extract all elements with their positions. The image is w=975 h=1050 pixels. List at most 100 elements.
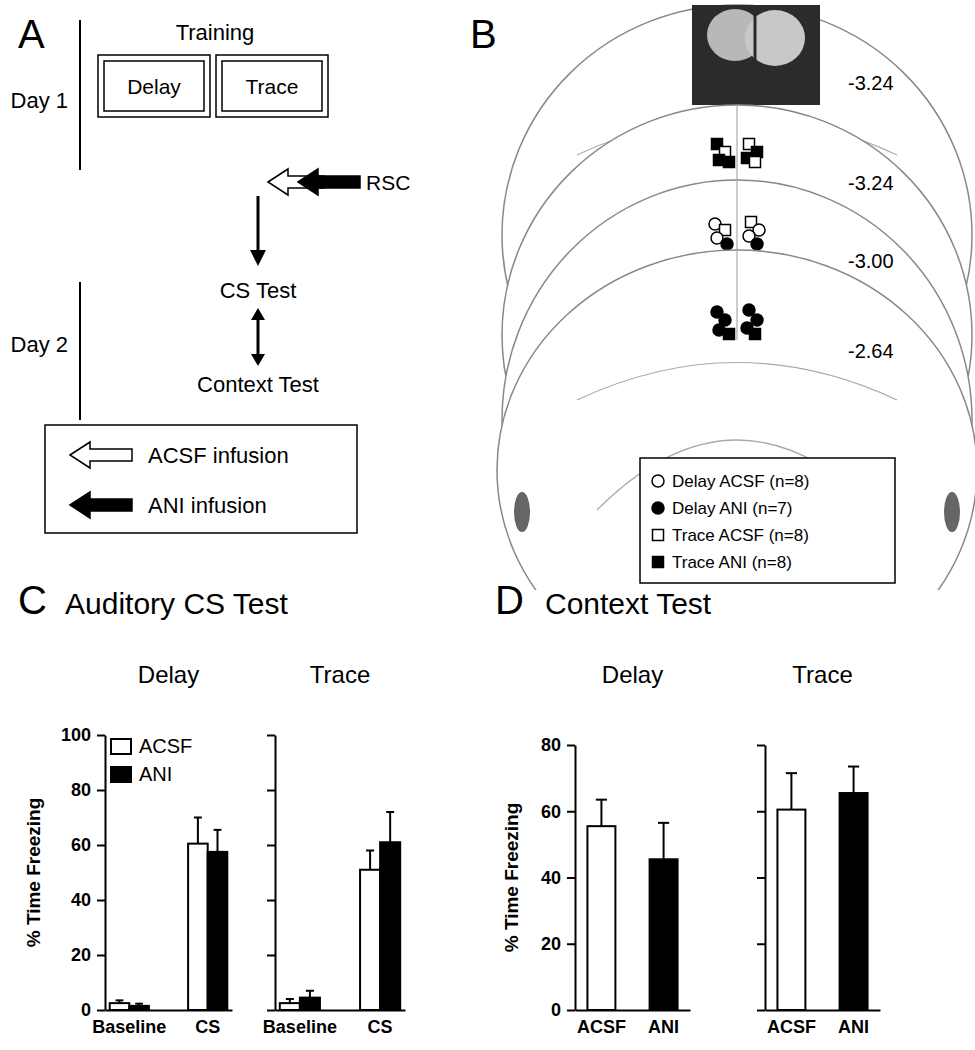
section-outline [497,250,975,590]
bar [587,826,615,1010]
swap-arrow-head [251,354,265,366]
y-tick [757,745,765,746]
chart-title: Trace [310,661,370,688]
box-label: Delay [127,75,181,98]
placement-marker [652,475,664,487]
x-axis-line [106,1010,233,1012]
placement-marker [750,329,761,340]
error-bar-line [309,991,311,998]
bar [188,844,208,1010]
legend-arrow [70,442,132,468]
x-axis-line [766,1010,881,1012]
chart: ACSFANITrace [757,661,881,1037]
x-tick: Baseline [263,1017,337,1037]
ventricle [944,492,960,532]
error-bar [135,1004,143,1006]
bar [650,859,678,1010]
error-bar-cap [786,772,797,774]
x-tick-label: CS [195,1017,220,1037]
x-tick: CS [368,1017,393,1037]
panel-letter: C [18,578,47,622]
swap-arrow [257,318,260,356]
bar [300,998,320,1010]
y-tick [267,790,275,791]
label: Day 2 [11,332,68,357]
section-midline [736,250,737,340]
y-axis-line [105,736,107,1011]
y-tick-mark [567,1010,575,1012]
bar [208,852,228,1010]
histology-photo [692,5,820,105]
y-tick-label: 0 [551,1000,561,1020]
histology-photo [754,5,757,80]
y-tick-label: 60 [541,802,561,822]
y-tick-mark [567,745,575,747]
error-bar-line [853,767,855,794]
legend-box [45,425,357,533]
legend-label: Delay ANI (n=7) [672,499,792,518]
y-tick [757,878,765,879]
box-outer [98,55,210,117]
error-bar [214,830,222,852]
y-axis [757,746,766,1011]
bar [129,1006,149,1010]
chart-title: Trace [792,661,852,688]
y-tick: 20 [541,934,575,954]
section-label: -3.24 [848,172,894,194]
y-tick-mark [567,877,575,879]
y-tick-mark [757,745,765,747]
y-tick: 20 [71,945,105,965]
y-tick-mark [267,735,275,737]
y-tick-label: 0 [81,1000,91,1020]
plot-area [587,800,677,1010]
y-tick-mark [757,877,765,879]
legend-swatch [111,739,131,754]
error-bar-cap [386,811,394,813]
x-axis-line [576,1010,691,1012]
plot-area [777,767,867,1010]
y-axis: 020406080 [541,735,576,1020]
panel-title: Context Test [545,587,712,620]
error-bar-cap [286,998,294,1000]
legend-label: Trace ANI (n=8) [672,553,792,572]
error-bar-line [389,812,391,842]
chart-title: Delay [602,661,663,688]
y-tick-mark [97,955,105,957]
diagram: TrainingDay 1DelayTraceRSCCS TestContext… [11,20,411,533]
error-bar-cap [848,766,859,768]
y-tick: 100 [61,725,105,745]
y-tick-mark [267,1010,275,1012]
y-tick [267,955,275,956]
error-bar-line [216,830,218,852]
y-tick [757,811,765,812]
error-bar-cap [116,999,124,1001]
bar [840,793,868,1010]
box-outer [216,55,328,117]
swap-arrow-head [251,308,265,320]
x-tick: ANI [838,1017,869,1037]
y-tick-label: 20 [71,945,91,965]
infusion-arrow [298,169,360,195]
bar [380,842,400,1010]
bar [360,870,380,1010]
x-tick: ANI [648,1017,679,1037]
y-tick: 60 [71,835,105,855]
y-tick-mark [267,900,275,902]
chart-title: Delay [138,661,199,688]
x-tick: CS [195,1017,220,1037]
y-tick-mark [97,845,105,847]
label: Context Test [197,372,319,397]
y-tick-mark [97,1010,105,1012]
x-axis-line [276,1010,406,1012]
x-tick-label: ANI [838,1017,869,1037]
error-bar-line [790,773,792,809]
box-inner [104,61,204,111]
y-axis-title: % Time Freezing [501,803,522,953]
y-tick: 80 [541,735,575,755]
y-tick [267,900,275,901]
brain-sections [497,5,975,590]
y-tick-mark [757,1010,765,1012]
error-bar-cap [194,817,202,819]
error-bar-line [197,818,199,844]
x-axis: ACSFANI [576,1011,691,1037]
